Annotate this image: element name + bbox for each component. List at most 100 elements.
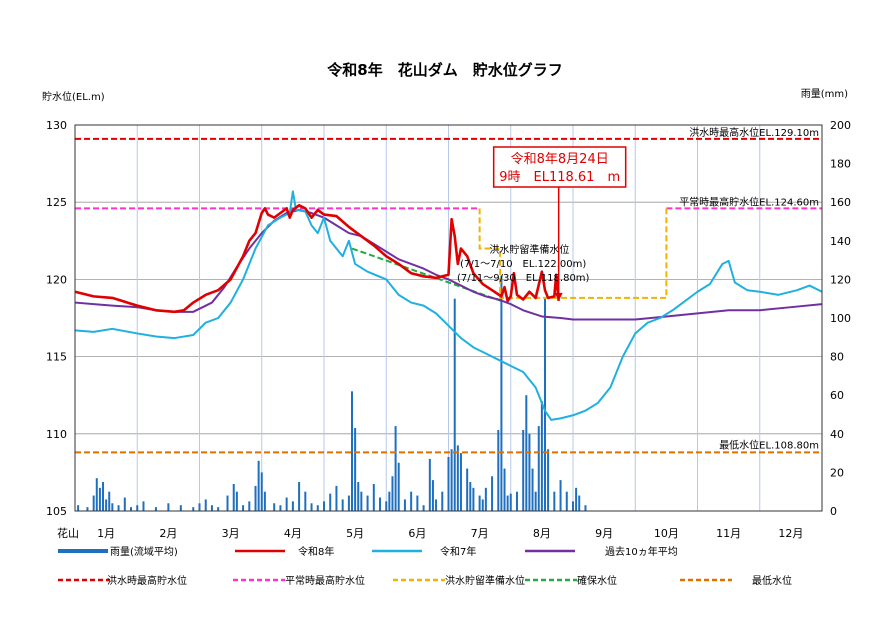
legend-label: 確保水位	[577, 574, 617, 587]
rain-bar	[298, 482, 301, 511]
rain-bar	[263, 491, 266, 511]
flood-prep-line	[478, 208, 668, 299]
month-label: 9月	[595, 527, 613, 540]
rain-bar	[130, 507, 133, 511]
rain-bar	[450, 449, 453, 511]
rain-bar	[366, 495, 369, 511]
rain-bar	[108, 491, 111, 511]
rain-bar	[453, 298, 456, 511]
left-tick-label: 110	[46, 428, 67, 441]
rain-bar	[242, 505, 245, 511]
minimum-label: 最低水位EL.108.80m	[719, 438, 819, 451]
flood-max-label: 洪水時最高水位EL.129.10m	[689, 126, 819, 139]
plot-grid	[75, 124, 822, 512]
right-tick-label: 160	[830, 196, 851, 209]
rain-bar	[357, 482, 360, 511]
rain-bar	[291, 501, 294, 511]
rain-bar	[456, 445, 459, 511]
rain-bar	[142, 501, 145, 511]
rain-bar	[553, 491, 556, 511]
left-tick-label: 115	[46, 351, 67, 364]
rain-bar	[522, 429, 525, 511]
rain-bar	[422, 505, 425, 511]
rain-bar	[559, 480, 562, 511]
rain-bar	[192, 507, 195, 511]
legend-label: 最低水位	[752, 574, 792, 587]
rain-bar	[416, 495, 419, 511]
rain-bar	[226, 495, 229, 511]
rain-bar	[484, 487, 487, 511]
month-label: 3月	[222, 527, 240, 540]
rain-bar	[254, 485, 257, 511]
rain-bar	[540, 400, 543, 511]
chart-title: 令和8年 花山ダム 貯水位グラフ	[327, 61, 562, 79]
series-line-2	[74, 208, 823, 321]
month-label: 1月	[97, 527, 115, 540]
right-tick-label: 200	[830, 119, 851, 132]
rain-bar	[503, 468, 506, 511]
rain-bar	[397, 462, 400, 511]
rain-bar	[285, 497, 288, 511]
rain-bar	[102, 482, 105, 511]
left-tick-label: 125	[46, 196, 67, 209]
rain-bar	[506, 495, 509, 511]
rain-bar	[466, 468, 469, 511]
rain-bar	[323, 501, 325, 511]
right-tick-label: 140	[830, 235, 851, 248]
series-line-0	[74, 203, 560, 314]
rain-bar	[351, 391, 354, 511]
rain-bar	[316, 505, 319, 511]
left-axis-label: 貯水位(EL.m)	[42, 90, 105, 103]
rain-bar	[210, 505, 213, 511]
right-tick-label: 80	[830, 351, 844, 364]
left-tick-label: 130	[46, 119, 67, 132]
rain-bar	[235, 491, 238, 511]
x-corner-label: 花山	[57, 527, 79, 540]
rain-bar	[531, 468, 534, 511]
month-label: 7月	[471, 527, 489, 540]
rain-bar	[217, 507, 220, 511]
rain-bar	[547, 449, 550, 511]
flood-prep-title: 洪水貯留準備水位	[489, 243, 569, 256]
rain-bar	[391, 476, 394, 511]
month-label: 10月	[654, 527, 679, 540]
right-tick-label: 100	[830, 312, 851, 325]
rain-bar	[441, 491, 444, 511]
rain-bar	[354, 428, 357, 511]
rain-bar	[534, 491, 537, 511]
rain-bar	[92, 495, 95, 511]
rain-bar	[491, 476, 494, 511]
rain-bar	[394, 426, 397, 511]
legend-label: 洪水時最高貯水位	[107, 574, 187, 587]
callout-level: 9時 EL118.61 m	[499, 170, 620, 185]
rain-bar	[500, 275, 503, 511]
rain-bar	[497, 429, 500, 511]
month-label: 5月	[346, 527, 364, 540]
left-tick-label: 120	[46, 273, 67, 286]
rain-bar	[341, 499, 344, 511]
right-tick-label: 60	[830, 389, 844, 402]
rain-bar	[105, 499, 108, 511]
rain-bar	[447, 456, 450, 511]
month-label: 2月	[159, 527, 177, 540]
rain-bar	[273, 503, 276, 511]
rain-bar	[98, 487, 101, 511]
axes: 105 110 115 120 125 130 0 20 40 60 80 100 120 140 160 1…	[46, 119, 851, 540]
legend-label: 洪水貯留準備水位	[445, 574, 525, 587]
rain-bar	[329, 493, 332, 511]
month-label: 8月	[533, 527, 551, 540]
legend-label: 令和8年	[298, 545, 334, 558]
rain-bar	[410, 491, 413, 511]
legend-label: 平常時最高貯水位	[285, 574, 365, 587]
rain-bar	[435, 499, 438, 511]
rain-bar	[86, 507, 89, 511]
rain-bar	[310, 503, 313, 511]
rain-bar	[385, 501, 388, 511]
rain-bar	[403, 499, 406, 511]
rain-bar	[472, 487, 475, 511]
annotations: 洪水時最高水位EL.129.10m 平常時最高貯水位EL.124.60m 最低水位E…	[457, 126, 819, 451]
right-tick-label: 40	[830, 428, 844, 441]
month-label: 4月	[284, 527, 302, 540]
